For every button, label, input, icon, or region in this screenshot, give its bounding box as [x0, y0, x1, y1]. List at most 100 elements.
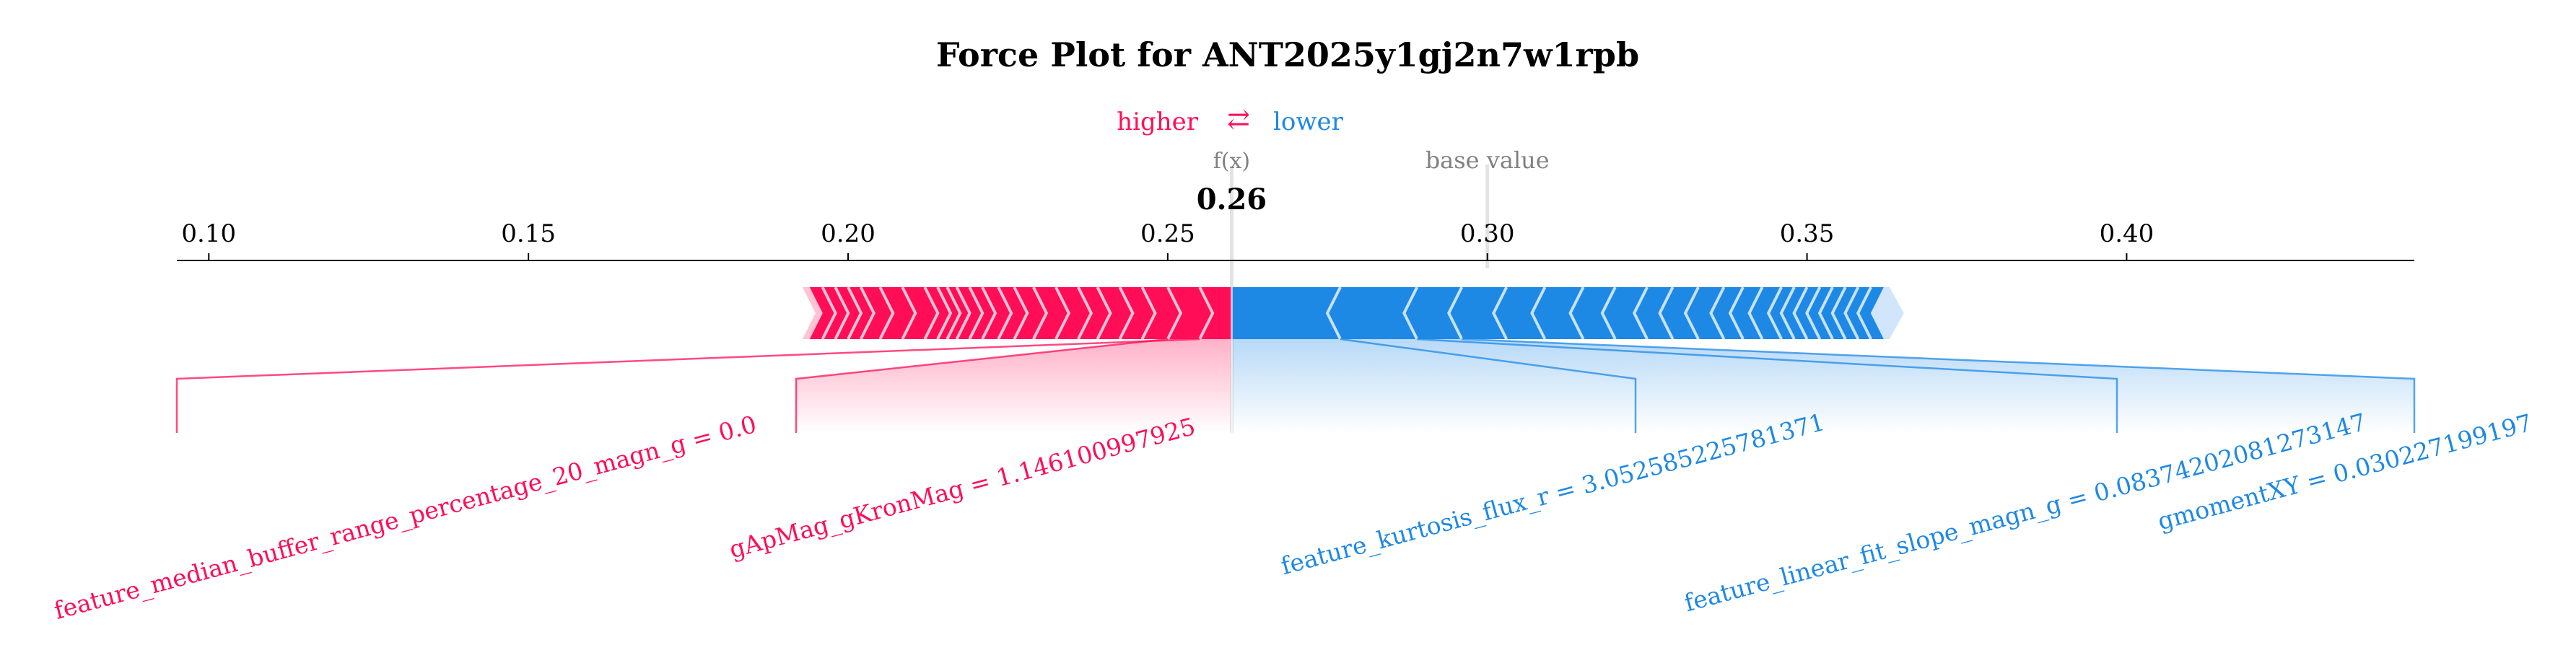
negative-chevron-separator	[1747, 286, 1764, 340]
negative-chevron-separator	[1683, 286, 1700, 340]
x-tick-label: 0.40	[2100, 219, 2154, 248]
positive-contribution-bar	[809, 287, 836, 339]
negative-chevron-separator	[1402, 286, 1419, 340]
negative-contribution-bar	[1532, 287, 1584, 339]
positive-chevron-separator	[1032, 286, 1049, 340]
positive-contribution-bar	[1119, 287, 1156, 339]
positive-chevron-separator	[981, 286, 997, 340]
negative-chevron-separator	[1766, 286, 1783, 340]
negative-contribution-bar	[1570, 287, 1615, 339]
negative-feature-label: feature_kurtosis_flux_r = 3.052585225781…	[1278, 408, 1828, 581]
negative-contribution-bar	[1404, 287, 1462, 339]
negative-contribution-bar	[1659, 287, 1698, 339]
positive-chevron-separator	[834, 286, 850, 340]
positive-connector-line	[175, 338, 1200, 433]
negative-connector-line	[1462, 338, 2416, 433]
positive-chevron-separator	[946, 286, 962, 340]
negative-contribution-bar	[1820, 287, 1846, 339]
positive-chevron-separator	[955, 286, 972, 340]
x-tick-label: 0.35	[1780, 219, 1835, 248]
positive-contribution-bar	[1167, 287, 1213, 339]
positive-connector-line	[795, 338, 1168, 433]
negative-chevron-separator	[1709, 286, 1726, 340]
positive-chevron-separator	[821, 286, 837, 340]
positive-chevron-separator	[1198, 286, 1215, 340]
positive-contribution-bar	[822, 287, 849, 339]
x-tick-label: 0.20	[821, 219, 876, 248]
positive-chevron-separator	[923, 286, 940, 340]
positive-feature-label: feature_median_buffer_range_percentage_2…	[51, 410, 760, 626]
negative-contribution-bar	[1493, 287, 1545, 339]
legend-lower-label: lower	[1273, 108, 1344, 136]
positive-contribution-bar	[902, 287, 938, 339]
negative-contribution-bar	[1845, 287, 1872, 339]
positive-chevron-separator	[859, 286, 876, 340]
negative-chevron-separator	[1792, 286, 1809, 340]
negative-chevron-separator	[1856, 286, 1872, 340]
plot-area: f(x) 0.26 base value 0.10 0.15 0.20 0.25 0.30 0.…	[51, 146, 2535, 626]
negative-contribution-bar	[1858, 287, 1884, 339]
legend-higher-label: higher	[1117, 108, 1199, 136]
positive-contribution-bar	[848, 287, 874, 339]
legend-arrow-icon: ⇄	[1227, 103, 1250, 135]
positive-chevron-separator	[1166, 286, 1183, 340]
positive-contribution-bar	[925, 287, 951, 339]
negative-chevron-separator	[1728, 286, 1745, 340]
x-tick-label: 0.15	[501, 219, 556, 248]
negative-chevron-separator	[1492, 286, 1509, 340]
x-tick-label: 0.30	[1460, 219, 1515, 248]
positive-chevron-separator	[878, 286, 895, 340]
positive-contribution-bar	[969, 287, 995, 339]
positive-chevron-separator	[997, 286, 1013, 340]
positive-feature-label: gApMag_gKronMag = 1.146100997925	[726, 412, 1198, 564]
positive-contribution-bar	[956, 287, 983, 339]
positive-chevron-separator	[1118, 286, 1135, 340]
negative-contribution-bar	[1327, 287, 1418, 339]
negative-chevron-separator	[1658, 286, 1675, 340]
negative-contribution-bar	[1231, 287, 1340, 339]
fx-label: f(x)	[1213, 149, 1250, 174]
positive-contribution-bar	[947, 287, 970, 339]
negative-chevron-separator	[1830, 286, 1847, 340]
negative-chevron-separator	[1805, 286, 1822, 340]
positive-chevron-separator	[1013, 286, 1029, 340]
positive-chevron-separator	[901, 286, 917, 340]
negative-contribution-bar	[1781, 287, 1807, 339]
positive-contribution-bar	[1142, 287, 1181, 339]
negative-contribution-bar	[1807, 287, 1833, 339]
positive-contribution-bar	[1097, 287, 1133, 339]
negative-chevron-separator	[1600, 286, 1617, 340]
positive-chevron-separator	[847, 286, 863, 340]
negative-contribution-bar	[1602, 287, 1648, 339]
positive-chevron-separator	[1096, 286, 1112, 340]
positive-contribution-bar	[880, 287, 916, 339]
negative-contribution-bar	[1794, 287, 1820, 339]
positive-contribution-bar	[1055, 287, 1091, 339]
positive-connector-fill	[796, 339, 1232, 433]
x-tick-label: 0.25	[1140, 219, 1195, 248]
positive-contribution-bar	[1033, 287, 1069, 339]
positive-contribution-bar	[938, 287, 961, 339]
base-value-label: base value	[1425, 146, 1550, 174]
positive-chevron-separator	[1055, 286, 1071, 340]
fx-value: 0.26	[1197, 183, 1267, 216]
negative-chevron-separator	[1325, 286, 1342, 340]
negative-chevron-separator	[1447, 286, 1464, 340]
chart-title: Force Plot for ANT2025y1gj2n7w1rpb	[936, 35, 1639, 74]
negative-contribution-bar	[1449, 287, 1507, 339]
negative-chevron-separator	[1843, 286, 1860, 340]
positive-chevron-separator	[1077, 286, 1093, 340]
negative-connector-fill	[1231, 339, 2414, 433]
negative-contribution-bar	[1832, 287, 1859, 339]
positive-chevron-separator	[968, 286, 984, 340]
negative-chevron-separator	[1817, 286, 1834, 340]
negative-chevron-separator	[1779, 286, 1796, 340]
positive-chevron-separator	[936, 286, 953, 340]
positive-contribution-bar	[835, 287, 861, 339]
positive-chevron-separator	[1140, 286, 1157, 340]
negative-contribution-bar	[1685, 287, 1724, 339]
negative-chevron-separator	[1568, 286, 1585, 340]
negative-chevron-separator	[1530, 286, 1547, 340]
negative-contribution-bar	[1768, 287, 1794, 339]
